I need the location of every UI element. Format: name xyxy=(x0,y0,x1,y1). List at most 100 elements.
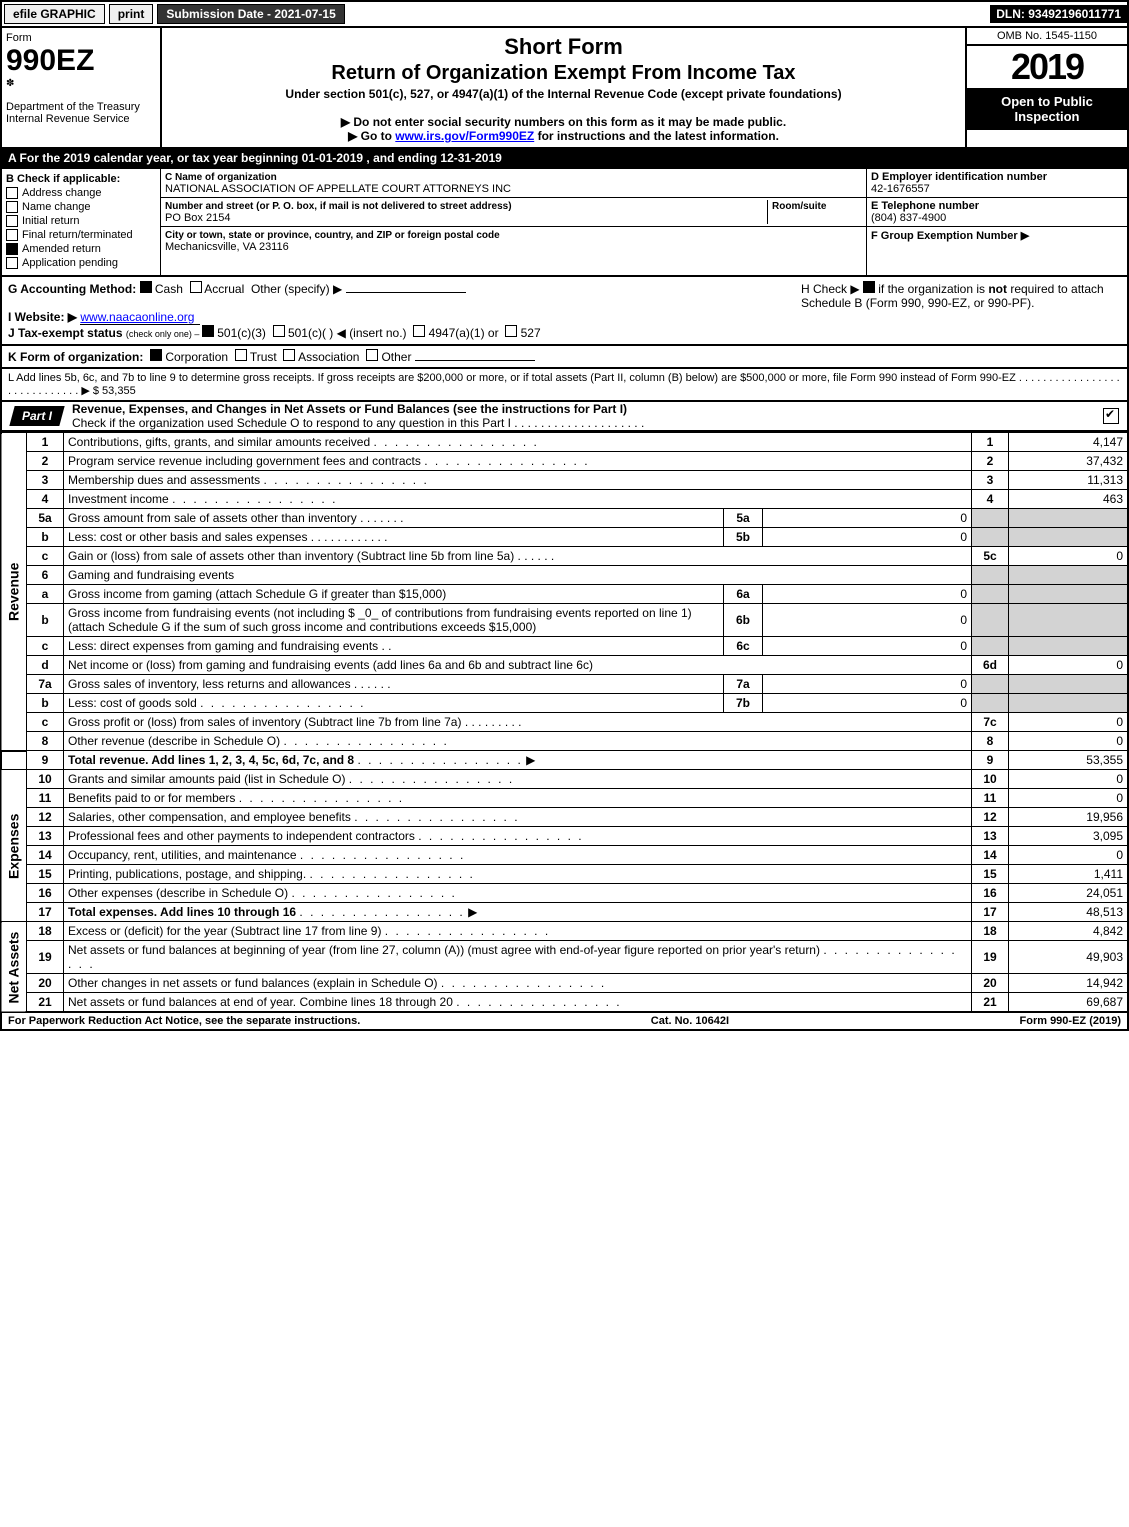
chk-initial-return[interactable]: Initial return xyxy=(6,215,156,227)
line-10: Expenses 10 Grants and similar amounts p… xyxy=(1,770,1128,789)
open-to-public: Open to Public Inspection xyxy=(967,88,1127,130)
chk-amended-return[interactable]: Amended return xyxy=(6,243,156,255)
form-header-right: OMB No. 1545-1150 2019 Open to Public In… xyxy=(967,28,1127,147)
line-6a: a Gross income from gaming (attach Sched… xyxy=(1,585,1128,604)
chk-501c[interactable] xyxy=(273,325,285,337)
phone-value: (804) 837-4900 xyxy=(871,212,946,224)
line-8-value: 0 xyxy=(1009,732,1129,751)
line-16: 16 Other expenses (describe in Schedule … xyxy=(1,884,1128,903)
accounting-block: G Accounting Method: Cash Accrual Other … xyxy=(0,277,1129,346)
corporation-label: Corporation xyxy=(165,350,228,364)
part1-subtitle: Check if the organization used Schedule … xyxy=(72,416,644,430)
print-button[interactable]: print xyxy=(109,4,154,24)
line-13-value: 3,095 xyxy=(1009,827,1129,846)
website-label: I Website: ▶ xyxy=(8,310,77,324)
chk-initial-return-label: Initial return xyxy=(22,215,79,227)
line-12-value: 19,956 xyxy=(1009,808,1129,827)
irs-link[interactable]: www.irs.gov/Form990EZ xyxy=(395,129,534,143)
chk-corporation[interactable] xyxy=(150,349,162,361)
tax-exempt-note: (check only one) – xyxy=(126,329,202,339)
box-l-text: L Add lines 5b, 6c, and 7b to line 9 to … xyxy=(8,372,1120,397)
chk-final-return[interactable]: Final return/terminated xyxy=(6,229,156,241)
form-label: Form xyxy=(6,32,156,44)
box-def: D Employer identification number 42-1676… xyxy=(866,169,1127,275)
line-2: 2 Program service revenue including gove… xyxy=(1,452,1128,471)
boxh-mid: if the organization is xyxy=(878,282,988,296)
line-19: 19 Net assets or fund balances at beginn… xyxy=(1,941,1128,974)
chk-name-change[interactable]: Name change xyxy=(6,201,156,213)
line-18: Net Assets 18 Excess or (deficit) for th… xyxy=(1,922,1128,941)
efile-graphic-label: efile GRAPHIC xyxy=(4,4,105,24)
chk-schedule-o[interactable] xyxy=(1103,408,1119,424)
other-org-label: Other xyxy=(381,350,411,364)
subtitle: Under section 501(c), 527, or 4947(a)(1)… xyxy=(166,87,961,101)
org-name-value: NATIONAL ASSOCIATION OF APPELLATE COURT … xyxy=(165,183,511,195)
line-17: 17 Total expenses. Add lines 10 through … xyxy=(1,903,1128,922)
line-5c-value: 0 xyxy=(1009,547,1129,566)
chk-501c3[interactable] xyxy=(202,325,214,337)
dept-label: Department of the Treasury xyxy=(6,101,156,113)
line-16-value: 24,051 xyxy=(1009,884,1129,903)
line-13: 13 Professional fees and other payments … xyxy=(1,827,1128,846)
boxh-not: not xyxy=(988,282,1007,296)
line-9: 9 Total revenue. Add lines 1, 2, 3, 4, 5… xyxy=(1,751,1128,770)
line-6d-value: 0 xyxy=(1009,656,1129,675)
page-footer: For Paperwork Reduction Act Notice, see … xyxy=(0,1013,1129,1031)
org-name-label: C Name of organization xyxy=(165,172,277,183)
box-c: C Name of organization NATIONAL ASSOCIAT… xyxy=(161,169,866,275)
footer-left: For Paperwork Reduction Act Notice, see … xyxy=(8,1015,360,1027)
chk-accrual[interactable] xyxy=(190,281,202,293)
org-name-row: C Name of organization NATIONAL ASSOCIAT… xyxy=(161,169,866,198)
form-header: Form 990EZ ✽ Department of the Treasury … xyxy=(0,28,1129,149)
line-11-value: 0 xyxy=(1009,789,1129,808)
ein-row: D Employer identification number 42-1676… xyxy=(867,169,1127,198)
netassets-section-label: Net Assets xyxy=(1,922,27,1013)
line-8: 8 Other revenue (describe in Schedule O)… xyxy=(1,732,1128,751)
line-5b: b Less: cost or other basis and sales ex… xyxy=(1,528,1128,547)
short-form-title: Short Form xyxy=(166,34,961,60)
line-7c-value: 0 xyxy=(1009,713,1129,732)
line-5b-value: 0 xyxy=(763,528,972,547)
line-4: 4 Investment income 4 463 xyxy=(1,490,1128,509)
org-address-row: Number and street (or P. O. box, if mail… xyxy=(161,198,866,227)
chk-527[interactable] xyxy=(505,325,517,337)
chk-application-pending[interactable]: Application pending xyxy=(6,257,156,269)
form-number: 990EZ xyxy=(6,44,156,78)
goto-pre: ▶ Go to xyxy=(348,129,395,143)
accounting-label: G Accounting Method: xyxy=(8,282,136,296)
line-7b: b Less: cost of goods sold 7b 0 xyxy=(1,694,1128,713)
goto-instructions: ▶ Go to www.irs.gov/Form990EZ for instru… xyxy=(166,129,961,143)
chk-address-change[interactable]: Address change xyxy=(6,187,156,199)
line-6a-value: 0 xyxy=(763,585,972,604)
line-1-value: 4,147 xyxy=(1009,433,1129,452)
line-19-value: 49,903 xyxy=(1009,941,1129,974)
org-city-label: City or town, state or province, country… xyxy=(165,230,500,241)
chk-schedule-b[interactable] xyxy=(863,281,875,293)
line-5c: c Gain or (loss) from sale of assets oth… xyxy=(1,547,1128,566)
line-6d: d Net income or (loss) from gaming and f… xyxy=(1,656,1128,675)
association-label: Association xyxy=(298,350,359,364)
footer-right: Form 990-EZ (2019) xyxy=(1020,1015,1122,1027)
chk-address-change-label: Address change xyxy=(22,187,102,199)
501c3-label: 501(c)(3) xyxy=(217,326,266,340)
phone-label: E Telephone number xyxy=(871,200,979,212)
ein-value: 42-1676557 xyxy=(871,183,930,195)
accrual-label: Accrual xyxy=(204,282,244,296)
group-exemption-label: F Group Exemption Number ▶ xyxy=(871,230,1029,242)
org-city-row: City or town, state or province, country… xyxy=(161,227,866,255)
line-15-value: 1,411 xyxy=(1009,865,1129,884)
expenses-section-label: Expenses xyxy=(1,770,27,922)
website-link[interactable]: www.naacaonline.org xyxy=(80,310,200,325)
line-6b: b Gross income from fundraising events (… xyxy=(1,604,1128,637)
inspect-line2: Inspection xyxy=(969,109,1125,124)
chk-name-change-label: Name change xyxy=(22,201,91,213)
chk-association[interactable] xyxy=(283,349,295,361)
chk-4947[interactable] xyxy=(413,325,425,337)
box-b-title: B Check if applicable: xyxy=(6,173,120,185)
box-g: G Accounting Method: Cash Accrual Other … xyxy=(8,281,771,340)
chk-trust[interactable] xyxy=(235,349,247,361)
chk-other-org[interactable] xyxy=(366,349,378,361)
box-k: K Form of organization: Corporation Trus… xyxy=(0,346,1129,369)
org-address-label: Number and street (or P. O. box, if mail… xyxy=(165,201,512,212)
chk-cash[interactable] xyxy=(140,281,152,293)
